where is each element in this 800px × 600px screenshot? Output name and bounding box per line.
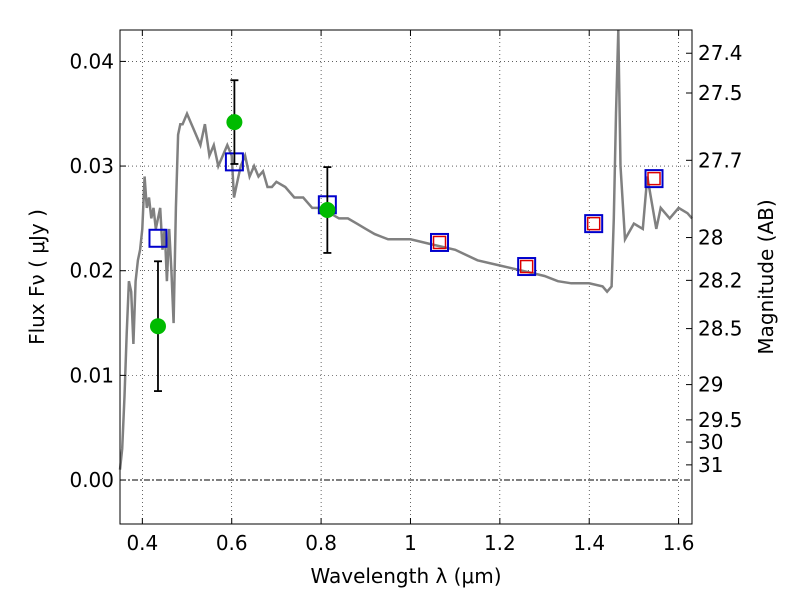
data-point (149, 318, 166, 335)
model-square (584, 214, 604, 234)
x-tick-label: 1 (404, 531, 417, 555)
model-square (644, 169, 664, 189)
data-marks (148, 79, 664, 392)
model-square-inner (519, 259, 534, 274)
y-tick-label: 0.03 (69, 154, 114, 178)
right-tick-label: 28.5 (698, 317, 743, 341)
model-square (148, 228, 168, 248)
right-tick-label: 30 (698, 430, 723, 454)
x-tick-label: 1.2 (484, 531, 516, 555)
right-tick-label: 27.5 (698, 81, 743, 105)
right-tick-label: 27.4 (698, 41, 743, 65)
model-square (517, 257, 537, 277)
data-point (319, 202, 336, 219)
x-tick-label: 0.6 (216, 531, 248, 555)
y-tick-label: 0.04 (69, 49, 114, 73)
right-tick-label: 29.5 (698, 408, 743, 432)
grid-lines (120, 30, 692, 524)
x-tick-label: 1.6 (663, 531, 695, 555)
axis-ticks: 0.4 0.6 0.8 1 1.2 1.4 1.6 0.00 0.01 0.02 0.03 0.04 2… (69, 30, 743, 555)
y-axis-label-left: Flux Fν ( μJy ) (25, 209, 49, 345)
x-tick-label: 0.8 (305, 531, 337, 555)
right-tick-label: 31 (698, 453, 723, 477)
right-tick-label: 28 (698, 226, 723, 250)
x-tick-label: 0.4 (126, 531, 158, 555)
y-tick-label: 0.02 (69, 259, 114, 283)
model-square-inner (432, 235, 447, 250)
model-square-inner (647, 171, 661, 186)
data-point (226, 114, 243, 131)
right-tick-label: 27.7 (698, 148, 743, 172)
right-tick-label: 29 (698, 373, 723, 397)
model-square-inner (586, 216, 601, 231)
x-axis-label: Wavelength λ (μm) (310, 564, 501, 588)
x-tick-label: 1.4 (573, 531, 605, 555)
sed-model-line (118, 29, 693, 470)
right-tick-label: 28.2 (698, 268, 743, 292)
y-axis-label-right: Magnitude (AB) (754, 199, 778, 354)
model-square (430, 232, 450, 252)
plot-frame (119, 29, 693, 525)
y-tick-label: 0.00 (69, 468, 114, 492)
y-tick-label: 0.01 (69, 363, 114, 387)
